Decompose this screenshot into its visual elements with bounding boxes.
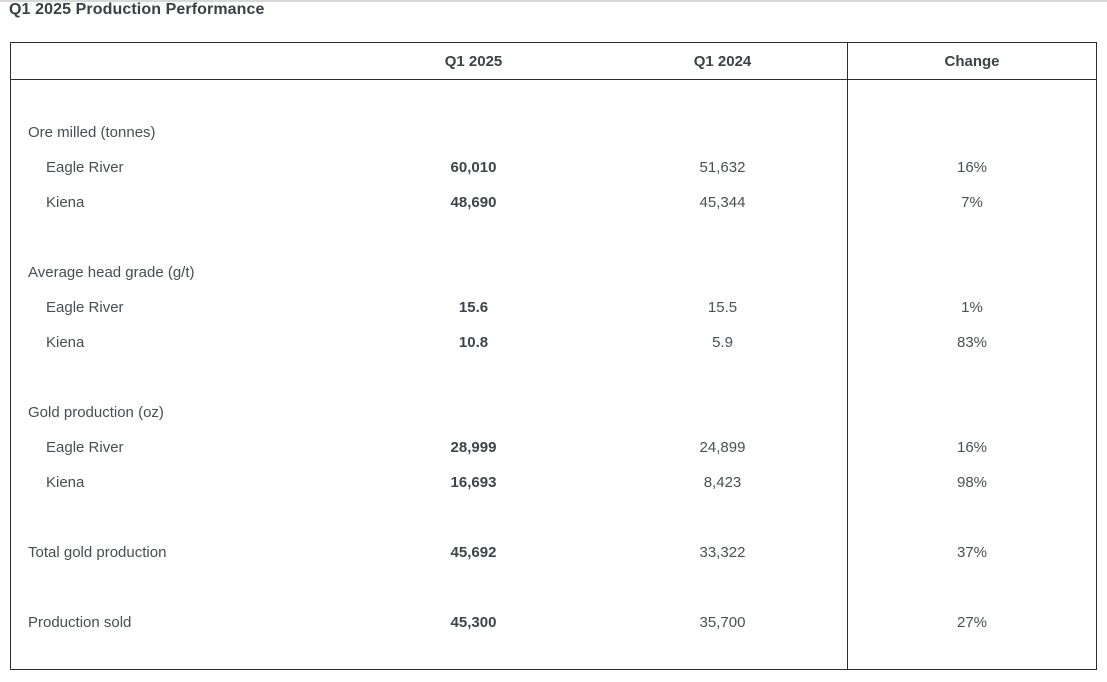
table-row-section-head-grade: Average head grade (g/t)	[11, 255, 1096, 290]
value-q1-2024: 33,322	[699, 544, 746, 561]
value-q1-2024: 24,899	[699, 439, 746, 456]
table-row-total-gold-production: Total gold production 45,692 33,322 37%	[11, 535, 1096, 570]
column-header-change: Change	[847, 43, 1096, 79]
value-change: 1%	[847, 290, 1096, 325]
table-row-section-ore-milled: Ore milled (tonnes)	[11, 115, 1096, 150]
table-row-ore-kiena: Kiena 48,690 45,344 7%	[11, 185, 1096, 220]
table-row-grade-eagle-river: Eagle River 15.6 15.5 1%	[11, 290, 1096, 325]
row-label: Total gold production	[28, 544, 167, 561]
value-q1-2025: 60,010	[450, 159, 497, 176]
row-label: Eagle River	[46, 299, 124, 316]
table-row-gold-eagle-river: Eagle River 28,999 24,899 16%	[11, 430, 1096, 465]
spacer-row	[11, 640, 1096, 669]
column-header-q1-2024: Q1 2024	[693, 52, 752, 70]
value-change: 7%	[847, 185, 1096, 220]
value-q1-2024: 15.5	[707, 299, 738, 316]
value-q1-2024: 51,632	[699, 159, 746, 176]
value-q1-2025: 10.8	[458, 334, 489, 351]
table-row-production-sold: Production sold 45,300 35,700 27%	[11, 605, 1096, 640]
table-row-grade-kiena: Kiena 10.8 5.9 83%	[11, 325, 1096, 360]
value-change: 83%	[847, 325, 1096, 360]
row-label: Ore milled (tonnes)	[28, 124, 156, 141]
row-label: Gold production (oz)	[28, 404, 164, 421]
page-top-divider	[0, 0, 1107, 2]
value-change: 37%	[847, 535, 1096, 570]
value-q1-2025: 45,692	[450, 544, 497, 561]
table-header-row: Q1 2025 Q1 2024 Change	[11, 43, 1096, 80]
value-q1-2024: 8,423	[703, 474, 742, 491]
value-q1-2025: 48,690	[450, 194, 497, 211]
value-q1-2025: 45,300	[450, 614, 497, 631]
value-change: 98%	[847, 465, 1096, 500]
row-label: Average head grade (g/t)	[28, 264, 195, 281]
value-change: 16%	[847, 150, 1096, 185]
row-label: Kiena	[46, 474, 85, 491]
spacer-row	[11, 360, 1096, 395]
page-title: Q1 2025 Production Performance	[9, 1, 265, 18]
spacer-row	[11, 500, 1096, 535]
spacer-row	[11, 220, 1096, 255]
row-label: Production sold	[28, 614, 132, 631]
row-label: Kiena	[46, 194, 85, 211]
table-row-section-gold-production: Gold production (oz)	[11, 395, 1096, 430]
spacer-row	[11, 570, 1096, 605]
value-q1-2025: 15.6	[458, 299, 489, 316]
column-header-q1-2025: Q1 2025	[444, 52, 503, 70]
value-q1-2025: 28,999	[450, 439, 497, 456]
spacer-row	[11, 80, 1096, 115]
value-change: 27%	[847, 605, 1096, 640]
production-performance-table: Q1 2025 Q1 2024 Change Ore milled (tonne…	[10, 42, 1097, 670]
value-q1-2024: 45,344	[699, 194, 746, 211]
value-q1-2024: 5.9	[712, 334, 733, 351]
table-row-gold-kiena: Kiena 16,693 8,423 98%	[11, 465, 1096, 500]
row-label: Eagle River	[46, 159, 124, 176]
value-q1-2025: 16,693	[450, 474, 497, 491]
row-label: Kiena	[46, 334, 85, 351]
column-header-metric	[11, 43, 349, 79]
table-row-ore-eagle-river: Eagle River 60,010 51,632 16%	[11, 150, 1096, 185]
value-change: 16%	[847, 430, 1096, 465]
row-label: Eagle River	[46, 439, 124, 456]
value-q1-2024: 35,700	[699, 614, 746, 631]
